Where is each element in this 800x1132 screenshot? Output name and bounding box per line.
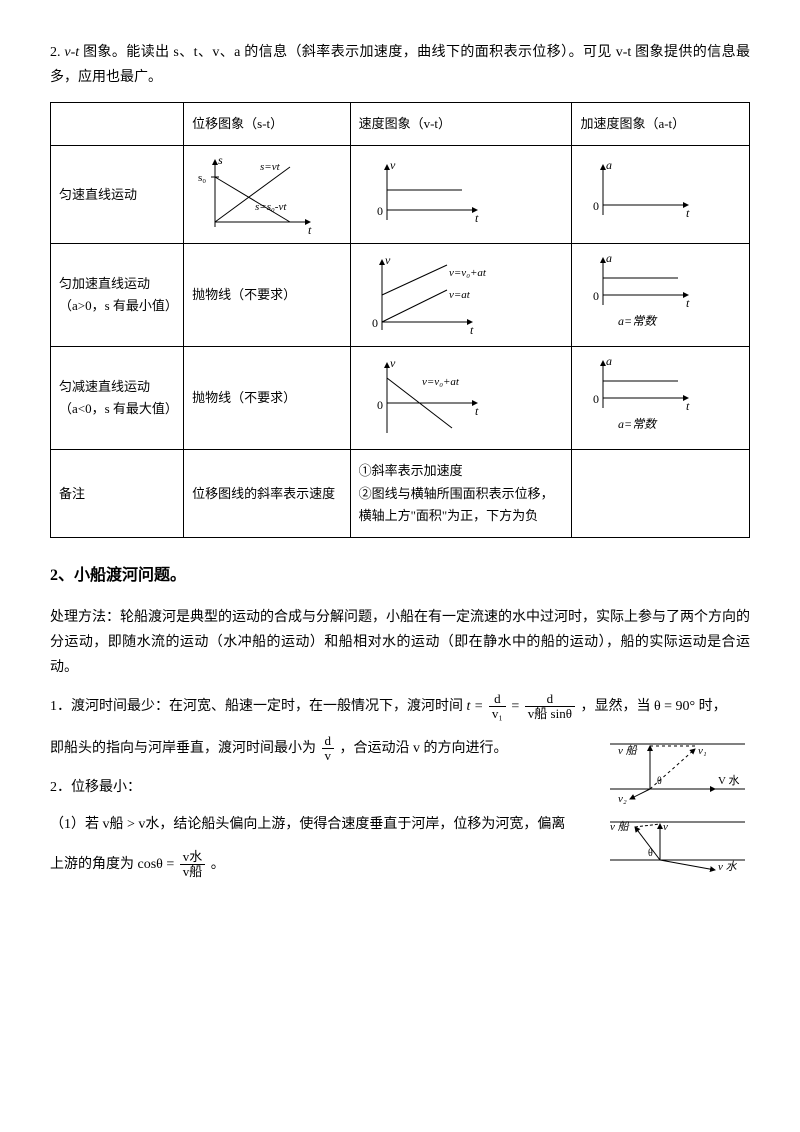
label-v0at2: v=v₀+at — [422, 376, 460, 388]
frac-d-v1: d v₁ — [489, 692, 506, 722]
at-decel-graph: a t 0 a=常数 — [578, 353, 708, 443]
row1-vt-graph: v t 0 — [350, 146, 572, 244]
intro-prefix: 2. — [50, 45, 64, 60]
vt-decel-graph: v t 0 v=v₀+at — [357, 353, 527, 443]
axis-v: v — [390, 158, 396, 172]
axis-t6: t — [475, 404, 479, 418]
header-vt: 速度图象（v-t） — [350, 103, 572, 146]
section2-p1: 处理方法：轮船渡河是典型的运动的合成与分解问题，小船在有一定流速的水中过河时，实… — [50, 605, 750, 681]
label-v0at: v=v₀+at — [449, 267, 487, 279]
axis-t7: t — [686, 399, 690, 413]
p6-pre: 上游的角度为 cosθ = — [50, 857, 174, 872]
origin-03: 0 — [372, 316, 378, 330]
p5-pre: （1）若 v船 > v水，结论船头偏向上游，使得合速度垂直于河岸，位移为河宽，偏… — [50, 817, 565, 832]
axis-t4: t — [470, 323, 474, 337]
label-s0vt: s=s₀-vt — [255, 201, 287, 213]
d2-vwater: v 水 — [718, 860, 738, 872]
d1-v2: v₂ — [618, 793, 627, 804]
row2-vt-graph: v t 0 v=v₀+at v=at — [350, 244, 572, 347]
table-header-row: 位移图象（s-t） 速度图象（v-t） 加速度图象（a-t） — [51, 103, 750, 146]
header-at: 加速度图象（a-t） — [572, 103, 750, 146]
frac-d-vsin: d v船 sinθ — [525, 692, 575, 722]
axis-t: t — [308, 223, 312, 237]
kinematics-graph-table: 位移图象（s-t） 速度图象（v-t） 加速度图象（a-t） 匀速直线运动 s₀… — [50, 102, 750, 537]
label-svt: s=vt — [260, 161, 281, 173]
d2-theta: θ — [648, 848, 653, 859]
table-row-accel: 匀加速直线运动 （a>0，s 有最小值） 抛物线（不要求） v t 0 v=v₀… — [51, 244, 750, 347]
table-row-uniform: 匀速直线运动 s₀ s t s=vt s=s₀-vt v — [51, 146, 750, 244]
row3-label: 匀减速直线运动 （a<0，s 有最大值） — [51, 347, 184, 450]
d1-vwater: V 水 — [718, 774, 740, 787]
header-st: 位移图象（s-t） — [184, 103, 350, 146]
p6-post: 。 — [211, 857, 225, 872]
notes-label: 备注 — [51, 450, 184, 537]
d2-vboat: v 船 — [610, 820, 630, 833]
intro-vt: v-t — [64, 45, 79, 60]
row1-at-graph: a t 0 — [572, 146, 750, 244]
river-diagram-2: v 船 v v 水 θ — [600, 812, 750, 872]
p2-post: ，显然，当 θ = 90° 时， — [580, 699, 726, 714]
p2-eq: = — [511, 699, 519, 714]
notes-st: 位移图线的斜率表示速度 — [184, 450, 350, 537]
notes-at — [572, 450, 750, 537]
origin-05: 0 — [377, 398, 383, 412]
axis-a3: a — [606, 354, 612, 368]
frac-d-v: d v — [322, 734, 335, 764]
axis-a2: a — [606, 251, 612, 265]
p2-pre: 1．渡河时间最少：在河宽、船速一定时，在一般情况下，渡河时间 — [50, 699, 463, 714]
st-uniform-graph: s₀ s t s=vt s=s₀-vt — [190, 152, 320, 237]
row2-st-text: 抛物线（不要求） — [184, 244, 350, 347]
row1-label: 匀速直线运动 — [51, 146, 184, 244]
axis-s: s — [218, 153, 223, 167]
row1-st-graph: s₀ s t s=vt s=s₀-vt — [184, 146, 350, 244]
vt-uniform-graph: v t 0 — [357, 155, 487, 235]
row2-label: 匀加速直线运动 （a>0，s 有最小值） — [51, 244, 184, 347]
label-s0: s₀ — [198, 172, 206, 184]
row2-at-graph: a t 0 a=常数 — [572, 244, 750, 347]
d1-v1: v₁ — [698, 745, 707, 757]
row3-st-text: 抛物线（不要求） — [184, 347, 350, 450]
d1-theta: θ — [657, 776, 662, 787]
d1-vboat: v 船 — [618, 744, 638, 757]
label-aconst: a=常数 — [618, 314, 658, 328]
axis-t2: t — [475, 211, 479, 225]
origin-06: 0 — [593, 392, 599, 406]
origin-0: 0 — [377, 204, 383, 218]
axis-a: a — [606, 158, 612, 172]
p2-t: t = — [467, 699, 484, 714]
intro-body: 图象。能读出 s、t、v、a 的信息（斜率表示加速度，曲线下的面积表示位移）。可… — [50, 45, 750, 85]
axis-v2: v — [385, 253, 391, 267]
section2-title: 2、小船渡河问题。 — [50, 562, 750, 591]
frac-vw-vb: v水 v船 — [180, 850, 206, 880]
at-uniform-graph: a t 0 — [578, 155, 698, 235]
table-notes-row: 备注 位移图线的斜率表示速度 ①斜率表示加速度 ②图线与横轴所围面积表示位移，横… — [51, 450, 750, 537]
vt-accel-graph: v t 0 v=v₀+at v=at — [357, 250, 527, 340]
axis-t5: t — [686, 296, 690, 310]
origin-04: 0 — [593, 289, 599, 303]
header-blank — [51, 103, 184, 146]
intro-paragraph: 2. v-t 图象。能读出 s、t、v、a 的信息（斜率表示加速度，曲线下的面积… — [50, 40, 750, 90]
section2-p2: 1．渡河时间最少：在河宽、船速一定时，在一般情况下，渡河时间 t = d v₁ … — [50, 692, 750, 722]
row3-at-graph: a t 0 a=常数 — [572, 347, 750, 450]
river-diagram-1: v 船 v₁ v₂ V 水 θ — [600, 734, 750, 804]
table-row-decel: 匀减速直线运动 （a<0，s 有最大值） 抛物线（不要求） v t 0 v=v₀… — [51, 347, 750, 450]
row3-vt-graph: v t 0 v=v₀+at — [350, 347, 572, 450]
label-aconst2: a=常数 — [618, 417, 658, 431]
origin-02: 0 — [593, 199, 599, 213]
p3-post: ，合运动沿 v 的方向进行。 — [340, 741, 508, 756]
d2-v: v — [663, 821, 668, 833]
p3-pre: 即船头的指向与河岸垂直，渡河时间最小为 — [50, 741, 316, 756]
axis-t3: t — [686, 206, 690, 220]
at-accel-graph: a t 0 a=常数 — [578, 250, 708, 340]
axis-v3: v — [390, 356, 396, 370]
label-vat: v=at — [449, 289, 471, 301]
notes-vt: ①斜率表示加速度 ②图线与横轴所围面积表示位移，横轴上方"面积"为正，下方为负 — [350, 450, 572, 537]
